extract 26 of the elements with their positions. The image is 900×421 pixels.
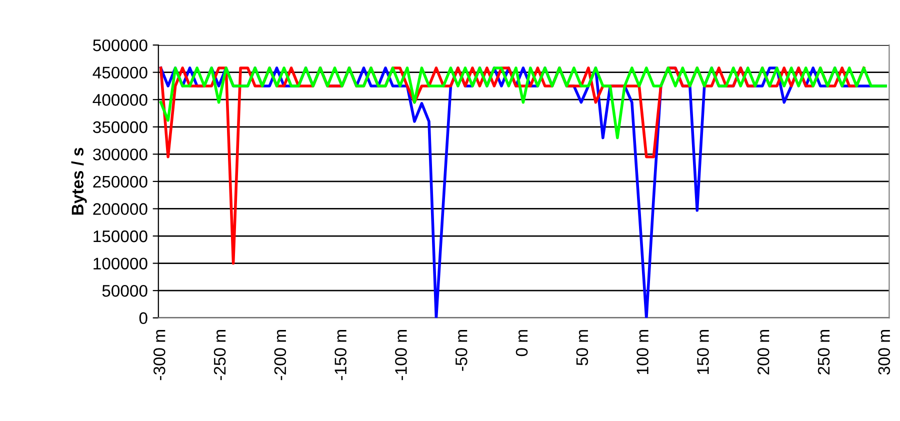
y-tick-label: 50000	[102, 284, 148, 297]
x-tick-label: 250 m	[818, 330, 830, 374]
y-tick-label: 300000	[93, 148, 148, 160]
x-tick-label: 100 m	[636, 330, 648, 374]
x-tick-label: -150 m	[334, 330, 346, 380]
y-axis-title: Bytes / s	[71, 148, 87, 215]
y-tick-label: 200000	[93, 203, 148, 215]
x-tick-label: 150 m	[697, 330, 709, 374]
x-tick-label: 50 m	[576, 330, 588, 366]
x-tick-label: 300 m	[878, 330, 890, 375]
x-tick-label: 0 m	[516, 330, 528, 356]
y-tick-label: 150000	[94, 230, 148, 242]
y-tick-label: 100000	[94, 258, 148, 270]
x-tick-label: 200 m	[757, 330, 770, 374]
line-series	[159, 66, 887, 140]
y-tick-label: 500000	[93, 39, 148, 52]
y-tick-label: 350000	[93, 121, 148, 134]
x-tick-label: -300 m	[153, 330, 166, 380]
y-tick-label: 400000	[92, 94, 148, 106]
x-tick-label: -250 m	[214, 330, 226, 380]
x-tick-label: -200 m	[274, 330, 286, 380]
y-tick-label: 450000	[92, 66, 148, 79]
x-tick-label: -50 m	[455, 330, 468, 371]
y-tick-label: 250000	[93, 176, 148, 188]
y-tick-label: 0	[139, 312, 148, 324]
x-tick-label: -100 m	[395, 330, 407, 380]
